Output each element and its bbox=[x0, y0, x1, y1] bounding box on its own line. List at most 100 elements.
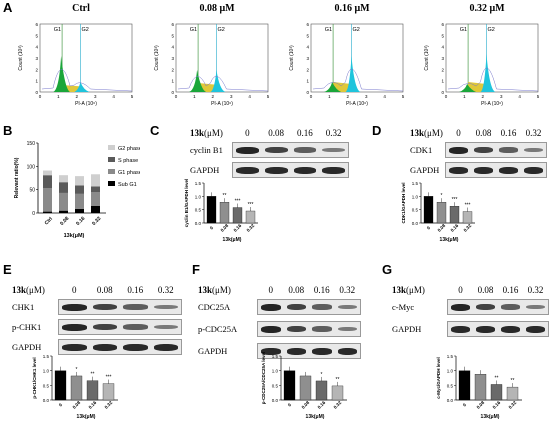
blot-strip bbox=[445, 162, 547, 178]
y-tick-label: 1 bbox=[441, 79, 444, 84]
y-axis-label: cyclin B1/GAPDH level bbox=[184, 179, 189, 228]
x-tick-label: 0 bbox=[175, 94, 178, 99]
blot-strip bbox=[232, 142, 349, 158]
stacked-bar-segment bbox=[91, 206, 100, 213]
y-axis-label: Count (10³) bbox=[424, 45, 430, 71]
x-axis-label: 13k(μM) bbox=[64, 233, 85, 239]
g1-gate-label: G1 bbox=[460, 27, 467, 33]
y-tick-label: 1 bbox=[306, 79, 309, 84]
flow-title: Ctrl bbox=[72, 3, 90, 14]
legend-label: G2 phase bbox=[118, 146, 140, 152]
y-tick-label: 4 bbox=[441, 45, 444, 50]
panel-label-f: F bbox=[192, 262, 200, 277]
blot-strip bbox=[447, 321, 549, 337]
unit-label: (μM) bbox=[204, 128, 223, 138]
x-tick-label: 0.16 bbox=[88, 400, 98, 410]
bar bbox=[206, 196, 217, 224]
s-phase-area bbox=[468, 82, 487, 92]
panel-label-a: A bbox=[3, 0, 13, 15]
bar bbox=[436, 202, 447, 224]
protein-band bbox=[449, 166, 468, 174]
protein-band bbox=[293, 147, 317, 153]
y-tick-label: 0 bbox=[306, 90, 309, 95]
x-tick-label: 3 bbox=[230, 94, 233, 99]
unit-label: (μM) bbox=[406, 285, 425, 295]
stacked-bar-segment bbox=[75, 208, 84, 213]
protein-band bbox=[451, 303, 470, 311]
protein-band bbox=[524, 147, 543, 153]
blot-strip bbox=[58, 339, 182, 355]
bar bbox=[299, 375, 312, 401]
y-tick-label: 3 bbox=[35, 56, 38, 61]
histogram-outline bbox=[447, 68, 539, 92]
histogram-outline bbox=[312, 69, 404, 92]
bar bbox=[102, 383, 115, 401]
flow-title: 0.16 μM bbox=[334, 3, 370, 14]
flow-title: 0.32 μM bbox=[469, 3, 505, 14]
x-axis-label: PI-A (10⁶) bbox=[346, 101, 368, 107]
bar bbox=[219, 202, 230, 224]
cyclin-b1-bar-chart: 0.0 0.5 1.0 1.5 cyclin B1/GAPDH level 0 ** 0.08… bbox=[184, 179, 258, 243]
blot-strip bbox=[232, 162, 349, 178]
x-axis-label: 13k(μM) bbox=[77, 414, 96, 420]
x-tick-label: 0 bbox=[462, 402, 468, 408]
x-tick-label: 5 bbox=[131, 94, 134, 99]
y-tick-label: 3 bbox=[171, 56, 174, 61]
panel-label-g: G bbox=[382, 262, 393, 277]
dose-label: 0 bbox=[458, 285, 463, 295]
protein-label: p-CDC25A bbox=[198, 324, 238, 334]
y-tick-label: 0.0 bbox=[272, 398, 279, 403]
significance-marker: *** bbox=[452, 197, 458, 203]
x-tick-label: 0.32 bbox=[246, 223, 256, 233]
x-tick-label: 0.16 bbox=[450, 223, 460, 233]
y-tick-label: 3 bbox=[306, 56, 309, 61]
protein-band bbox=[264, 166, 288, 174]
protein-label: GAPDH bbox=[198, 346, 228, 356]
g2-gate-label: G2 bbox=[217, 27, 224, 33]
y-tick-label: 1.5 bbox=[195, 181, 202, 186]
stacked-bar-segment bbox=[43, 175, 52, 189]
protein-label: GAPDH bbox=[410, 165, 440, 175]
legend-label: G1 phase bbox=[118, 170, 140, 176]
p-cdc25a-bar-chart: 0.0 0.5 1.0 1.5 p-CDC25A/CDC25A level 0 0.08 * 0… bbox=[261, 352, 347, 420]
x-tick-label: 4 bbox=[383, 94, 386, 99]
legend-swatch bbox=[108, 169, 115, 174]
stacked-bar-segment bbox=[59, 182, 68, 193]
x-tick-label: 0.08 bbox=[476, 400, 486, 410]
legend-swatch bbox=[108, 181, 115, 186]
y-tick-label: 0.0 bbox=[43, 398, 50, 403]
significance-marker: *** bbox=[235, 199, 241, 205]
y-tick-label: 1.5 bbox=[272, 354, 279, 359]
x-axis-label: 13k(μM) bbox=[481, 414, 500, 420]
dose-label: 0 bbox=[268, 285, 274, 295]
g2-gate-label: G2 bbox=[81, 27, 88, 33]
x-tick-label: 4 bbox=[518, 94, 521, 99]
y-axis-label: p-CDC25A/CDC25A level bbox=[261, 352, 266, 405]
protein-band bbox=[474, 146, 493, 154]
y-tick-label: 50 bbox=[29, 188, 35, 194]
plot-frame bbox=[310, 23, 404, 93]
y-tick-label: 4 bbox=[171, 45, 174, 50]
g2-gate-label: G2 bbox=[487, 27, 494, 33]
x-tick-label: 0.32 bbox=[463, 223, 473, 233]
blot-strip bbox=[447, 299, 549, 315]
g2-peak bbox=[74, 82, 90, 92]
dose-label: 0.32 bbox=[527, 285, 544, 295]
bar bbox=[86, 380, 99, 401]
protein-band bbox=[92, 343, 117, 351]
x-tick-label: 5 bbox=[402, 94, 405, 99]
x-tick-label: 0.32 bbox=[91, 216, 102, 227]
x-tick-label: 0 bbox=[445, 94, 448, 99]
stacked-bar-segment bbox=[91, 192, 100, 206]
x-tick-label: 0.16 bbox=[233, 223, 243, 233]
y-tick-label: 0 bbox=[441, 90, 444, 95]
protein-band bbox=[312, 347, 332, 355]
c-myc-bar-chart: 0.0 0.5 1.0 1.5 c-Myc/GAPDH level 0 0.08 ** 0.16… bbox=[436, 354, 522, 420]
g2-peak bbox=[345, 56, 361, 92]
blot-strip bbox=[257, 343, 361, 359]
x-tick-label: 0 bbox=[426, 225, 432, 231]
protein-band bbox=[236, 146, 259, 154]
blot-strip bbox=[257, 321, 361, 337]
x-axis-label: PI-A (10⁶) bbox=[211, 101, 233, 107]
x-tick-label: 1 bbox=[463, 94, 466, 99]
